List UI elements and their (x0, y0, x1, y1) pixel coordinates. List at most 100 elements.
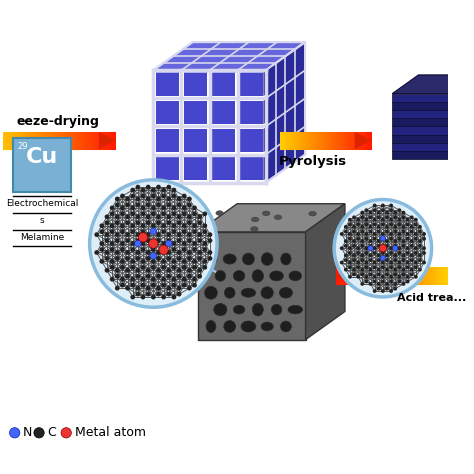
Circle shape (208, 232, 212, 237)
Text: Electrochemical: Electrochemical (6, 199, 78, 208)
Circle shape (110, 206, 114, 210)
Circle shape (130, 241, 135, 246)
Circle shape (136, 220, 140, 225)
Circle shape (172, 241, 176, 246)
Circle shape (146, 220, 151, 225)
Circle shape (146, 202, 151, 207)
Circle shape (401, 282, 405, 286)
Circle shape (120, 259, 125, 264)
Circle shape (138, 233, 148, 242)
Circle shape (156, 185, 161, 190)
Ellipse shape (309, 211, 316, 216)
Polygon shape (99, 132, 116, 149)
Circle shape (141, 295, 146, 300)
Circle shape (381, 289, 385, 293)
Circle shape (120, 193, 125, 198)
Circle shape (410, 225, 414, 228)
Circle shape (161, 241, 166, 246)
Circle shape (393, 273, 397, 276)
Circle shape (172, 211, 176, 216)
Circle shape (120, 223, 125, 228)
Ellipse shape (288, 305, 302, 314)
Circle shape (136, 292, 140, 296)
Polygon shape (392, 151, 458, 159)
Circle shape (105, 232, 109, 237)
Circle shape (105, 256, 109, 261)
Circle shape (406, 246, 410, 250)
Polygon shape (264, 65, 273, 96)
Circle shape (161, 277, 166, 282)
Polygon shape (392, 102, 458, 110)
Circle shape (110, 277, 114, 282)
Polygon shape (155, 73, 179, 96)
Circle shape (373, 232, 376, 236)
Circle shape (172, 223, 176, 228)
Circle shape (202, 259, 207, 264)
Circle shape (156, 238, 161, 243)
Circle shape (187, 232, 192, 237)
Circle shape (389, 265, 393, 269)
Circle shape (146, 238, 151, 243)
Polygon shape (458, 135, 474, 143)
Circle shape (360, 239, 364, 243)
Circle shape (130, 206, 135, 210)
Circle shape (136, 286, 140, 291)
Circle shape (161, 206, 166, 210)
Polygon shape (266, 42, 305, 182)
Circle shape (90, 180, 217, 307)
Circle shape (187, 286, 192, 291)
Circle shape (422, 232, 426, 236)
Circle shape (418, 230, 422, 234)
Circle shape (348, 223, 352, 226)
Circle shape (197, 232, 202, 237)
Circle shape (136, 214, 140, 219)
Circle shape (401, 215, 405, 219)
Circle shape (385, 244, 389, 248)
Circle shape (373, 246, 376, 250)
Circle shape (110, 229, 114, 234)
Circle shape (406, 275, 410, 279)
Circle shape (105, 268, 109, 273)
Circle shape (360, 268, 364, 272)
Circle shape (398, 275, 401, 279)
Circle shape (166, 197, 171, 201)
Circle shape (381, 261, 385, 264)
Circle shape (161, 247, 166, 252)
Circle shape (401, 244, 405, 248)
Circle shape (422, 237, 426, 241)
Circle shape (125, 232, 130, 237)
Circle shape (385, 273, 389, 276)
Circle shape (115, 202, 119, 207)
Circle shape (156, 202, 161, 207)
Circle shape (377, 230, 381, 234)
Circle shape (393, 268, 397, 272)
Circle shape (398, 232, 401, 236)
Circle shape (208, 238, 212, 243)
Circle shape (344, 268, 347, 272)
Circle shape (348, 275, 352, 279)
Circle shape (197, 274, 202, 279)
Circle shape (381, 251, 385, 255)
Circle shape (165, 240, 172, 247)
Circle shape (202, 247, 207, 252)
Polygon shape (458, 104, 474, 118)
Circle shape (177, 286, 182, 291)
Polygon shape (355, 132, 372, 149)
Circle shape (352, 239, 356, 243)
Ellipse shape (214, 303, 227, 316)
Circle shape (110, 211, 114, 216)
Ellipse shape (289, 271, 301, 281)
Polygon shape (184, 129, 207, 152)
Circle shape (120, 247, 125, 252)
Circle shape (385, 239, 389, 243)
Circle shape (377, 254, 381, 257)
Circle shape (197, 214, 202, 219)
Circle shape (365, 261, 368, 264)
Polygon shape (458, 143, 474, 151)
Circle shape (94, 250, 99, 255)
Circle shape (166, 292, 171, 296)
Circle shape (352, 215, 356, 219)
Circle shape (177, 238, 182, 243)
Circle shape (110, 223, 114, 228)
Circle shape (115, 232, 119, 237)
